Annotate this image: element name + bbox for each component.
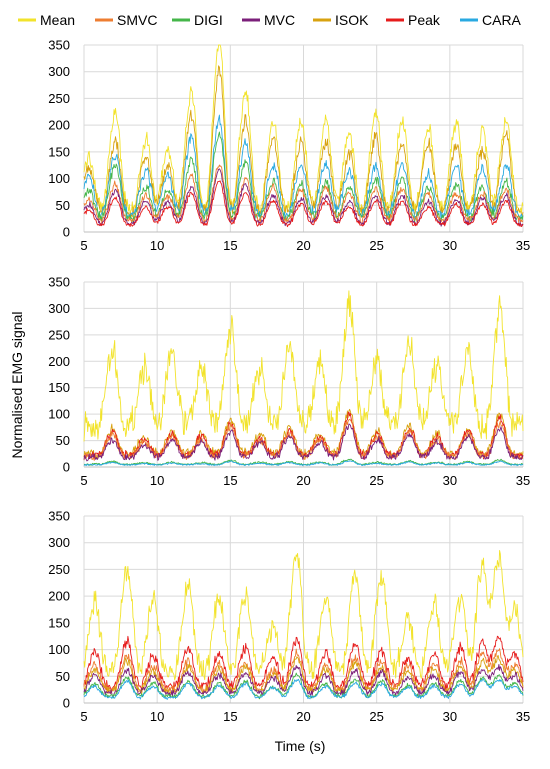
- legend-item-mvc: MVC: [242, 12, 295, 28]
- panel-2: 0 50 100 150 200 250 300 350 5 10 15 20 25 30 35: [48, 275, 530, 489]
- y-tick-label: 200: [48, 354, 70, 369]
- legend-item-mean: Mean: [18, 12, 75, 28]
- gridlines: [83, 281, 524, 468]
- y-tick-label: 50: [56, 198, 70, 213]
- x-tick-label: 35: [516, 473, 530, 488]
- y-tick-label: 300: [48, 64, 70, 79]
- series-group: [83, 550, 524, 700]
- x-tick-label: 25: [369, 473, 383, 488]
- x-tick-label: 35: [516, 709, 530, 724]
- series-line-isok: [83, 65, 524, 219]
- series-group: [83, 290, 524, 467]
- panel-1: 0 50 100 150 200 250 300 350 5 10 15 20 25 30 35: [48, 38, 530, 254]
- x-tick-label: 10: [150, 238, 164, 253]
- y-tick-label: 100: [48, 171, 70, 186]
- x-tick-label: 5: [80, 709, 87, 724]
- x-tick-label: 20: [296, 238, 310, 253]
- y-axis-label: Normalised EMG signal: [9, 311, 25, 458]
- series-line-mean: [83, 550, 524, 681]
- series-line-cara: [83, 460, 524, 467]
- x-tick-label: 10: [150, 473, 164, 488]
- x-tick-labels: 5 10 15 20 25 30 35: [80, 473, 530, 488]
- y-tick-label: 250: [48, 562, 70, 577]
- y-tick-label: 0: [63, 225, 70, 240]
- legend-item-digi: DIGI: [172, 12, 223, 28]
- y-tick-label: 250: [48, 91, 70, 106]
- legend-label-mean: Mean: [40, 12, 75, 28]
- x-tick-label: 35: [516, 238, 530, 253]
- y-tick-label: 100: [48, 407, 70, 422]
- y-tick-label: 100: [48, 642, 70, 657]
- series-line-smvc: [83, 648, 524, 695]
- series-line-mvc: [83, 168, 524, 227]
- y-tick-label: 300: [48, 301, 70, 316]
- y-tick-label: 150: [48, 144, 70, 159]
- x-tick-label: 25: [369, 709, 383, 724]
- y-tick-label: 300: [48, 535, 70, 550]
- y-tick-labels: 0 50 100 150 200 250 300 350: [48, 38, 70, 240]
- y-tick-label: 200: [48, 589, 70, 604]
- series-line-mvc: [83, 663, 524, 697]
- series-line-cara: [83, 678, 524, 700]
- y-tick-labels: 0 50 100 150 200 250 300 350: [48, 275, 70, 475]
- y-tick-label: 50: [56, 669, 70, 684]
- y-tick-label: 250: [48, 327, 70, 342]
- x-axis-label: Time (s): [275, 738, 326, 754]
- legend-item-peak: Peak: [386, 12, 441, 28]
- series-group: [83, 44, 524, 228]
- x-tick-label: 30: [443, 473, 457, 488]
- series-line-mean: [83, 44, 524, 215]
- y-tick-label: 350: [48, 509, 70, 524]
- x-tick-label: 15: [223, 473, 237, 488]
- y-tick-label: 0: [63, 460, 70, 475]
- y-tick-label: 150: [48, 380, 70, 395]
- y-tick-label: 150: [48, 615, 70, 630]
- legend-label-cara: CARA: [482, 12, 522, 28]
- y-tick-label: 200: [48, 118, 70, 133]
- x-tick-label: 30: [443, 709, 457, 724]
- series-line-digi: [83, 672, 524, 700]
- series-line-peak: [83, 635, 524, 692]
- x-tick-label: 15: [223, 238, 237, 253]
- y-tick-label: 50: [56, 433, 70, 448]
- x-tick-label: 20: [296, 473, 310, 488]
- legend: Mean SMVC DIGI MVC ISOK Peak CARA: [18, 12, 522, 28]
- y-tick-label: 350: [48, 275, 70, 290]
- legend-item-smvc: SMVC: [95, 12, 157, 28]
- x-tick-label: 5: [80, 238, 87, 253]
- x-tick-label: 25: [369, 238, 383, 253]
- x-tick-labels: 5 10 15 20 25 30 35: [80, 238, 530, 253]
- x-tick-label: 15: [223, 709, 237, 724]
- series-line-mvc: [83, 423, 524, 462]
- x-tick-labels: 5 10 15 20 25 30 35: [80, 709, 530, 724]
- legend-label-isok: ISOK: [335, 12, 369, 28]
- y-tick-labels: 0 50 100 150 200 250 300 350: [48, 509, 70, 711]
- x-tick-label: 10: [150, 709, 164, 724]
- legend-label-digi: DIGI: [194, 12, 223, 28]
- legend-item-isok: ISOK: [313, 12, 369, 28]
- legend-label-smvc: SMVC: [117, 12, 157, 28]
- legend-item-cara: CARA: [460, 12, 522, 28]
- legend-label-mvc: MVC: [264, 12, 295, 28]
- y-tick-label: 350: [48, 38, 70, 53]
- series-line-peak: [83, 180, 524, 228]
- series-line-smvc: [83, 164, 524, 225]
- x-tick-label: 30: [443, 238, 457, 253]
- x-tick-label: 20: [296, 709, 310, 724]
- series-line-cara: [83, 114, 524, 223]
- legend-label-peak: Peak: [408, 12, 441, 28]
- series-line-mean: [83, 290, 524, 442]
- x-tick-label: 5: [80, 473, 87, 488]
- panel-3: 0 50 100 150 200 250 300 350 5 10 15 20 25 30 35: [48, 509, 530, 725]
- y-tick-label: 0: [63, 696, 70, 711]
